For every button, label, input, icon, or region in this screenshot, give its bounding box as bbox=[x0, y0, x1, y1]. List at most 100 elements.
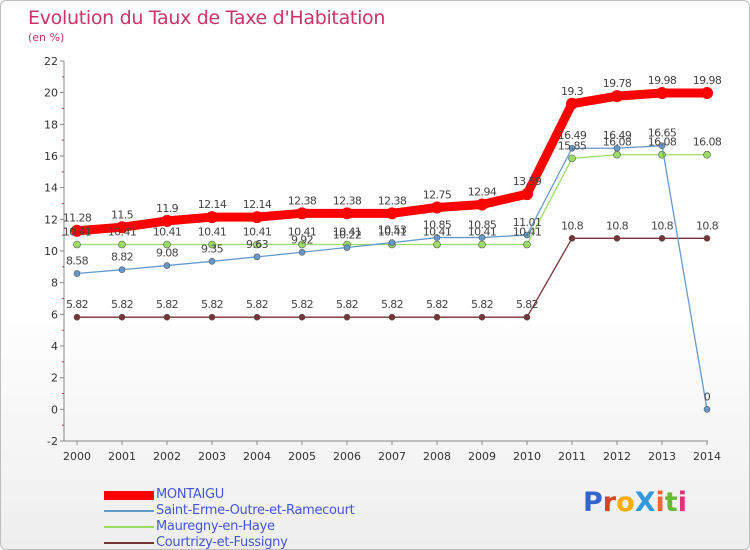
data-point bbox=[296, 207, 308, 220]
data-point bbox=[658, 142, 666, 150]
data-label: 12.75 bbox=[423, 188, 452, 201]
y-tick-label: 14 bbox=[44, 182, 58, 195]
logo-letter: o bbox=[616, 487, 635, 518]
data-label: 10.41 bbox=[63, 226, 92, 239]
data-point bbox=[523, 240, 531, 249]
x-tick-label: 2008 bbox=[423, 450, 451, 463]
data-label: 10.41 bbox=[243, 226, 272, 239]
legend-label: Saint-Erme-Outre-et-Ramecourt bbox=[156, 503, 355, 518]
data-label: 5.82 bbox=[291, 298, 313, 311]
data-point bbox=[71, 224, 83, 237]
data-label: 10.41 bbox=[198, 226, 227, 239]
legend-swatch bbox=[104, 490, 154, 500]
data-point bbox=[478, 240, 486, 249]
data-label: 8.82 bbox=[111, 251, 133, 264]
logo-letter: P bbox=[583, 487, 603, 518]
y-tick-label: 6 bbox=[51, 308, 58, 321]
data-label: 10.41 bbox=[153, 226, 182, 239]
data-label: 16.08 bbox=[648, 136, 677, 149]
data-label: 10.41 bbox=[423, 226, 452, 239]
data-label: 9.92 bbox=[291, 233, 313, 246]
data-label: 5.82 bbox=[201, 298, 223, 311]
data-label: 16.08 bbox=[603, 136, 632, 149]
data-point bbox=[703, 235, 711, 242]
data-label: 12.38 bbox=[378, 194, 407, 207]
data-label: 11.28 bbox=[63, 212, 92, 225]
data-point bbox=[253, 313, 261, 321]
y-tick-label: 16 bbox=[44, 150, 58, 163]
data-point bbox=[568, 154, 576, 163]
y-tick-label: 12 bbox=[44, 213, 58, 226]
data-label: 5.82 bbox=[381, 298, 403, 311]
data-point bbox=[343, 244, 351, 251]
data-label: 10.41 bbox=[333, 226, 362, 239]
data-label: 0 bbox=[704, 390, 711, 403]
legend-swatch bbox=[104, 526, 154, 528]
y-tick-label: 18 bbox=[44, 118, 58, 131]
data-label: 10.41 bbox=[378, 226, 407, 239]
y-tick-label: 2 bbox=[51, 372, 58, 385]
data-label: 11.9 bbox=[156, 202, 179, 215]
x-tick-label: 2003 bbox=[198, 450, 226, 463]
data-point bbox=[568, 144, 576, 152]
data-label: 16.65 bbox=[648, 127, 677, 140]
data-point bbox=[73, 313, 81, 321]
data-label: 8.58 bbox=[66, 254, 89, 267]
data-label: 5.82 bbox=[246, 298, 268, 311]
data-point bbox=[523, 231, 531, 239]
x-tick-label: 2011 bbox=[558, 450, 586, 463]
x-tick-label: 2007 bbox=[378, 450, 406, 463]
data-point bbox=[523, 313, 531, 321]
data-label: 12.38 bbox=[288, 194, 317, 207]
data-point bbox=[298, 313, 306, 321]
legend-label: Mauregny-en-Haye bbox=[156, 519, 275, 534]
x-tick-label: 2005 bbox=[288, 450, 316, 463]
data-point bbox=[476, 198, 488, 211]
x-tick-label: 2004 bbox=[243, 450, 271, 463]
x-tick-label: 2014 bbox=[693, 450, 721, 463]
data-point bbox=[253, 253, 261, 261]
data-point bbox=[703, 150, 711, 159]
logo-letter: r bbox=[602, 487, 617, 518]
series-saint-erme-outre-et-ramecourt bbox=[73, 142, 711, 413]
y-tick-label: 10 bbox=[44, 245, 58, 258]
chart-subtitle: (en %) bbox=[28, 31, 65, 44]
data-point bbox=[388, 313, 396, 321]
x-tick-label: 2012 bbox=[603, 450, 631, 463]
data-point bbox=[388, 239, 396, 246]
y-tick-label: 20 bbox=[44, 87, 58, 100]
data-label: 13.59 bbox=[513, 175, 542, 188]
x-tick-label: 2000 bbox=[63, 450, 91, 463]
data-label: 5.82 bbox=[66, 298, 88, 311]
data-label: 11.5 bbox=[111, 208, 134, 221]
data-point bbox=[163, 262, 171, 269]
legend-swatch bbox=[104, 542, 154, 544]
data-point bbox=[478, 234, 486, 241]
x-tick-label: 2001 bbox=[108, 450, 136, 463]
logo-letter: X bbox=[634, 487, 656, 518]
data-point bbox=[298, 240, 306, 249]
data-label: 10.8 bbox=[651, 219, 674, 232]
y-tick-label: 22 bbox=[44, 55, 58, 68]
data-label: 19.3 bbox=[561, 85, 584, 98]
data-label: 19.78 bbox=[603, 77, 632, 90]
data-label: 10.85 bbox=[468, 219, 497, 232]
data-point bbox=[566, 97, 578, 110]
data-point bbox=[433, 234, 441, 241]
data-label: 10.8 bbox=[606, 219, 629, 232]
data-label: 10.53 bbox=[378, 224, 407, 237]
data-label: 12.94 bbox=[468, 185, 497, 198]
y-tick-label: 0 bbox=[51, 403, 58, 416]
data-label: 11.01 bbox=[513, 216, 542, 229]
data-point bbox=[208, 257, 216, 265]
data-label: 10.22 bbox=[333, 229, 362, 242]
data-point bbox=[343, 313, 351, 321]
data-label: 10.41 bbox=[513, 226, 542, 239]
data-point bbox=[521, 188, 533, 201]
legend-label: Courtrizy-et-Fussigny bbox=[156, 535, 288, 550]
data-point bbox=[613, 144, 621, 152]
data-point bbox=[433, 240, 441, 249]
data-label: 5.82 bbox=[471, 298, 493, 311]
data-label: 12.38 bbox=[333, 194, 362, 207]
